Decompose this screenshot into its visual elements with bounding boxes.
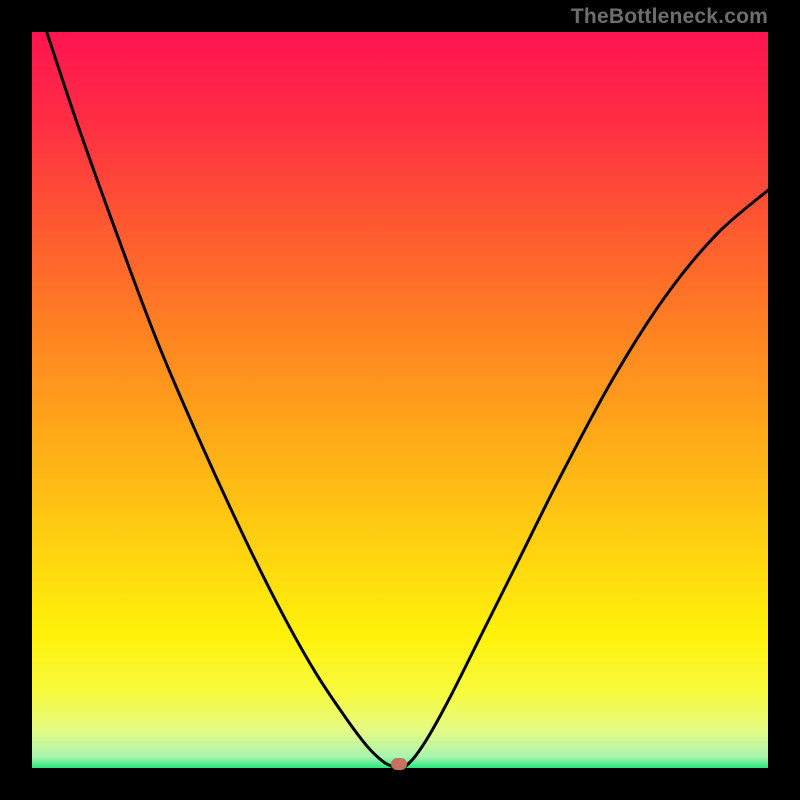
watermark-text: TheBottleneck.com <box>571 5 768 29</box>
chart-root: TheBottleneck.com <box>0 0 800 800</box>
curve-right-branch <box>404 190 768 768</box>
optimal-point-marker <box>391 758 407 770</box>
plot-area <box>32 32 768 768</box>
curve-left-branch <box>47 32 397 768</box>
bottleneck-curve <box>32 32 768 768</box>
